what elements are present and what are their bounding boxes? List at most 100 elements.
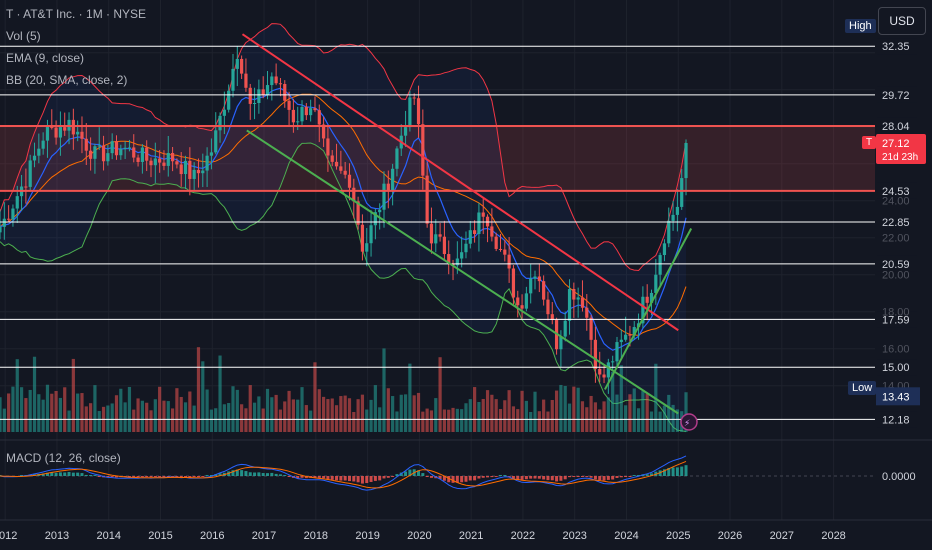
macd-histogram-bar xyxy=(520,476,524,480)
macd-histogram-bar xyxy=(632,475,636,476)
candle-body xyxy=(524,293,528,309)
candle-body xyxy=(675,206,679,215)
macd-histogram-bar xyxy=(455,476,459,483)
macd-histogram-bar xyxy=(568,476,572,478)
candle-body xyxy=(529,278,533,294)
bb-basis xyxy=(0,93,687,336)
candle-body xyxy=(313,108,317,111)
candle-body xyxy=(84,138,88,151)
candle-body xyxy=(680,178,684,207)
level-label-bg xyxy=(877,182,917,199)
candle-body xyxy=(287,100,291,110)
volume-bar xyxy=(110,403,114,432)
volume-bar xyxy=(188,391,192,432)
macd-histogram-bar xyxy=(330,476,334,480)
macd-histogram-bar xyxy=(343,476,347,481)
macd-histogram-bar xyxy=(438,476,442,480)
volume-bar xyxy=(391,396,395,432)
volume-bar xyxy=(119,388,123,432)
candle-body xyxy=(28,160,32,187)
ema-legend[interactable]: EMA (9, close) xyxy=(6,51,85,65)
currency-button[interactable]: USD xyxy=(878,7,926,35)
volume-bar xyxy=(580,401,585,432)
horizontal-levels[interactable] xyxy=(0,45,875,420)
y-tick-label: 20.00 xyxy=(882,270,910,282)
volume-bar xyxy=(153,399,157,432)
level-label: 17.59 xyxy=(882,314,910,326)
macd-histogram-bar xyxy=(188,476,192,478)
candle-body xyxy=(119,149,123,156)
macd-legend[interactable]: MACD (12, 26, close) xyxy=(6,451,121,465)
volume-bar xyxy=(403,394,408,432)
volume-bar xyxy=(455,408,459,432)
candle-body xyxy=(132,147,136,158)
macd-zero-label: 0.0000 xyxy=(882,471,916,483)
candle-body xyxy=(41,140,45,149)
volume-bar xyxy=(317,389,321,432)
volume-bar xyxy=(32,356,37,432)
macd-histogram-bar xyxy=(179,476,183,478)
candle-body xyxy=(468,230,472,244)
candle-body xyxy=(511,268,516,298)
volume-bar xyxy=(45,384,50,432)
level-label: 28.04 xyxy=(882,121,910,133)
macd-histogram-bar xyxy=(473,476,477,481)
volume-bar xyxy=(97,411,101,432)
macd-histogram-bar xyxy=(624,476,628,477)
macd-histogram-bar xyxy=(516,476,520,480)
volume-bar xyxy=(106,405,110,432)
candle-body xyxy=(606,362,610,378)
symbol-legend[interactable]: T · AT&T Inc. · 1M · NYSE xyxy=(6,7,147,21)
macd-histogram-bar xyxy=(451,476,455,483)
candle-body xyxy=(619,339,623,343)
volume-bar xyxy=(50,393,54,432)
bb-legend[interactable]: BB (20, SMA, close, 2) xyxy=(6,73,128,87)
macd-histogram-bar xyxy=(235,469,239,476)
ema-line xyxy=(0,87,687,351)
macd-pane: 0.0000 xyxy=(0,455,916,491)
volume-bar xyxy=(360,394,365,432)
macd-histogram-bar xyxy=(555,476,559,482)
volume-bar xyxy=(667,394,671,432)
volume-bar xyxy=(412,395,416,432)
macd-histogram-bar xyxy=(429,476,433,478)
volume-bar xyxy=(615,394,619,432)
candle-body xyxy=(183,160,188,175)
volume-bar xyxy=(533,391,537,432)
volume-legend[interactable]: Vol (5) xyxy=(6,29,41,43)
volume-bar xyxy=(309,410,313,432)
candle-body xyxy=(32,155,37,161)
volume-bar xyxy=(373,385,377,432)
volume-bar xyxy=(632,388,636,432)
macd-histogram-bar xyxy=(404,471,408,476)
candle-body xyxy=(235,58,239,69)
volume-bar xyxy=(529,411,533,432)
y-tick-label: 18.00 xyxy=(882,307,910,319)
candle-body xyxy=(54,127,58,138)
volume-bar xyxy=(503,400,507,432)
candle-body xyxy=(45,126,50,141)
candle-body xyxy=(498,248,503,250)
candle-body xyxy=(576,297,580,300)
candle-body xyxy=(649,292,654,303)
candle-body xyxy=(356,201,360,225)
candle-body xyxy=(516,297,520,306)
candle-body xyxy=(317,110,321,125)
candle-body xyxy=(270,76,274,86)
macd-histogram-bar xyxy=(300,476,304,478)
volume-bar xyxy=(252,402,257,432)
candle-body xyxy=(97,145,101,147)
candle-body xyxy=(304,106,308,116)
candle-body xyxy=(589,317,593,340)
volume-bar xyxy=(278,409,283,432)
trendlines[interactable] xyxy=(241,33,693,415)
candle-body xyxy=(580,297,585,308)
candle-body xyxy=(347,174,352,188)
volume-bar xyxy=(589,395,593,432)
volume-bar xyxy=(598,409,602,432)
candle-body xyxy=(378,209,382,213)
macd-histogram-bar xyxy=(162,476,166,477)
x-tick-label: 2021 xyxy=(459,530,483,542)
volume-bar xyxy=(356,399,360,432)
